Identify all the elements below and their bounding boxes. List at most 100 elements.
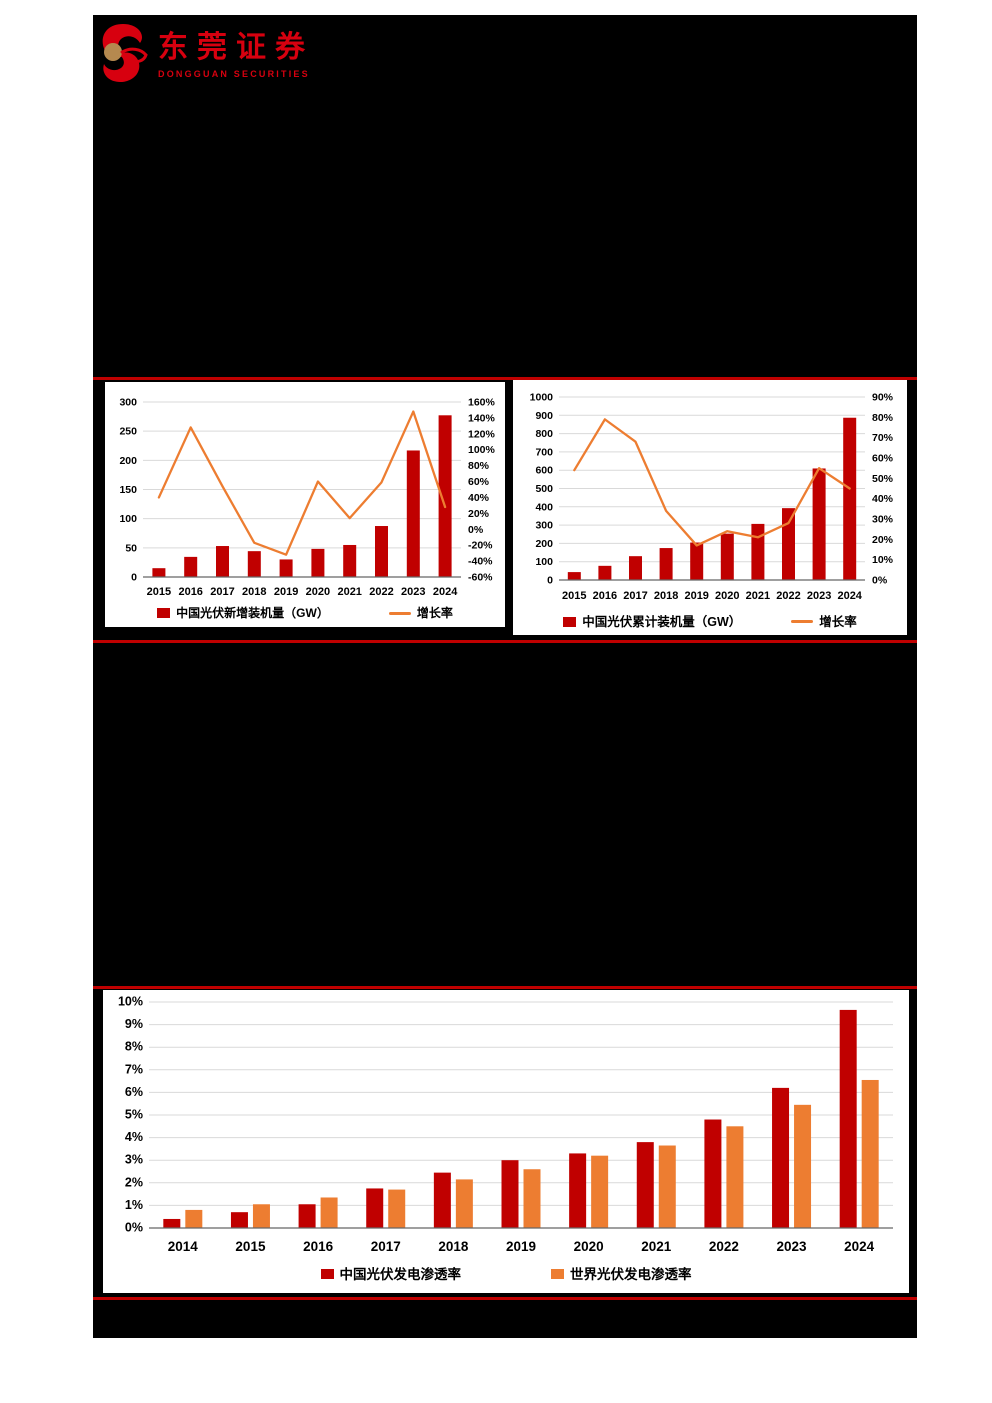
legend-label: 世界光伏发电渗透率 [570, 1266, 692, 1282]
y-axis-tick-label-left: 0% [125, 1221, 143, 1235]
x-axis-tick-label: 2019 [684, 590, 708, 602]
y-axis-tick-label-left: 250 [119, 426, 137, 438]
bar-1 [861, 1079, 879, 1228]
bar-1 [185, 1209, 203, 1228]
x-axis-tick-label: 2023 [777, 1239, 808, 1254]
legend-label: 增长率 [819, 614, 857, 629]
y-axis-tick-label-left: 1% [125, 1198, 143, 1212]
y-axis-tick-label-right: -40% [468, 556, 493, 568]
bar-1 [455, 1179, 473, 1228]
dongguan-securities-logo: 东莞证券 DONGGUAN SECURITIES [100, 22, 314, 84]
x-axis-tick-label: 2024 [433, 586, 458, 598]
bar-0 [216, 546, 229, 577]
y-axis-tick-label-left: 0 [131, 572, 137, 584]
y-axis-tick-label-left: 7% [125, 1062, 143, 1076]
bar-0 [569, 1153, 587, 1228]
y-axis-tick-label-right: 40% [468, 492, 490, 504]
legend-item-line: 增长率 [388, 606, 453, 620]
bar-1 [523, 1169, 541, 1228]
y-axis-tick-label-right: 120% [468, 428, 496, 440]
bar-0 [406, 450, 420, 577]
chart-china-pv-cumulative: 0 100 200 300 400 500 600 700 800 900 1000 0% 10% 20%… [513, 380, 907, 635]
bar-0 [501, 1160, 519, 1228]
chart-legend: 中国光伏发电渗透率 世界光伏发电渗透率 [103, 1266, 909, 1282]
y-axis-tick-label-left: 900 [535, 410, 553, 422]
x-axis-tick-label: 2017 [623, 590, 647, 602]
y-axis-tick-label-left: 100 [119, 513, 137, 525]
y-axis-tick-label-right: 20% [872, 534, 894, 546]
y-axis-tick-label-right: 0% [872, 575, 888, 587]
chart-legend: 中国光伏累计装机量（GW） 增长率 [513, 614, 907, 629]
y-axis-tick-label-left: 0 [547, 575, 553, 587]
bar-0 [433, 1172, 451, 1228]
bar-0 [184, 556, 198, 577]
y-axis-tick-label-right: 40% [872, 493, 894, 505]
x-axis-tick-label: 2024 [844, 1239, 875, 1254]
bar-0 [812, 468, 826, 580]
x-axis-tick-label: 2017 [210, 586, 234, 598]
y-axis-tick-label-right: -20% [468, 540, 493, 552]
x-axis-tick-label: 2018 [438, 1239, 469, 1254]
y-axis-tick-label-right: 20% [468, 508, 490, 520]
y-axis-tick-label-left: 600 [535, 465, 553, 477]
bar-0 [704, 1119, 722, 1228]
y-axis-tick-label-left: 800 [535, 428, 553, 440]
y-axis-tick-label-right: 0% [468, 524, 484, 536]
legend-line-swatch [388, 611, 411, 615]
x-axis-tick-label: 2018 [654, 590, 678, 602]
x-axis-tick-label: 2018 [242, 586, 266, 598]
x-axis-tick-label: 2022 [709, 1239, 739, 1254]
bar-0 [230, 1212, 248, 1228]
legend-label: 增长率 [416, 606, 453, 620]
y-axis-tick-label-left: 2% [125, 1175, 143, 1189]
y-axis-tick-label-left: 500 [535, 483, 553, 495]
legend-bar-swatch [551, 1269, 564, 1280]
x-axis-tick-label: 2024 [837, 590, 862, 602]
y-axis-tick-label-right: 70% [872, 432, 894, 444]
x-axis-tick-label: 2021 [746, 590, 770, 602]
legend-item-china: 中国光伏发电渗透率 [320, 1267, 461, 1282]
x-axis-tick-label: 2022 [369, 586, 393, 598]
x-axis-tick-label: 2015 [562, 590, 586, 602]
bar-0 [152, 568, 166, 577]
x-axis-tick-label: 2023 [401, 586, 425, 598]
logo-company-name: 东莞证券 [158, 31, 314, 64]
x-axis-tick-label: 2015 [235, 1239, 266, 1254]
bar-0 [839, 1009, 857, 1228]
y-axis-tick-label-right: 80% [468, 460, 490, 472]
growth-line [573, 418, 851, 547]
chart-canvas-new-installs: 0 50 100 150 200 250 300 -60% -40% -20% 0% 20% 40% 60… [119, 397, 496, 599]
bar-0 [311, 548, 325, 577]
x-axis-tick-label: 2017 [371, 1239, 401, 1254]
x-axis-tick-label: 2023 [807, 590, 831, 602]
bar-0 [636, 1142, 654, 1228]
y-axis-tick-label-left: 8% [125, 1040, 143, 1054]
growth-line [157, 410, 447, 556]
bar-1 [794, 1104, 812, 1228]
x-axis-tick-label: 2021 [337, 586, 361, 598]
bar-0 [690, 542, 704, 580]
y-axis-tick-label-right: 140% [468, 412, 496, 424]
y-axis-tick-label-left: 6% [125, 1085, 143, 1099]
red-separator-line-1 [93, 377, 917, 380]
legend-bar-swatch [563, 616, 577, 627]
y-axis-tick-label-left: 9% [125, 1017, 143, 1031]
bar-0 [782, 508, 795, 580]
x-axis-tick-label: 2020 [306, 586, 330, 598]
y-axis-tick-label-left: 5% [125, 1108, 143, 1122]
legend-label: 中国光伏新增装机量（GW） [176, 606, 329, 620]
bar-0 [247, 551, 261, 577]
y-axis-tick-label-right: 50% [872, 473, 894, 485]
y-axis-tick-label-left: 1000 [530, 392, 554, 404]
y-axis-tick-label-left: 3% [125, 1153, 143, 1167]
legend-line-swatch [791, 620, 814, 624]
x-axis-tick-label: 2020 [715, 590, 739, 602]
bar-0 [279, 559, 293, 577]
bar-0 [163, 1218, 181, 1228]
y-axis-tick-label-right: 30% [872, 514, 894, 526]
bar-0 [751, 523, 765, 580]
y-axis-tick-label-left: 10% [118, 995, 143, 1009]
x-axis-tick-label: 2021 [641, 1239, 672, 1254]
bar-0 [438, 415, 452, 577]
x-axis-tick-label: 2019 [506, 1239, 536, 1254]
